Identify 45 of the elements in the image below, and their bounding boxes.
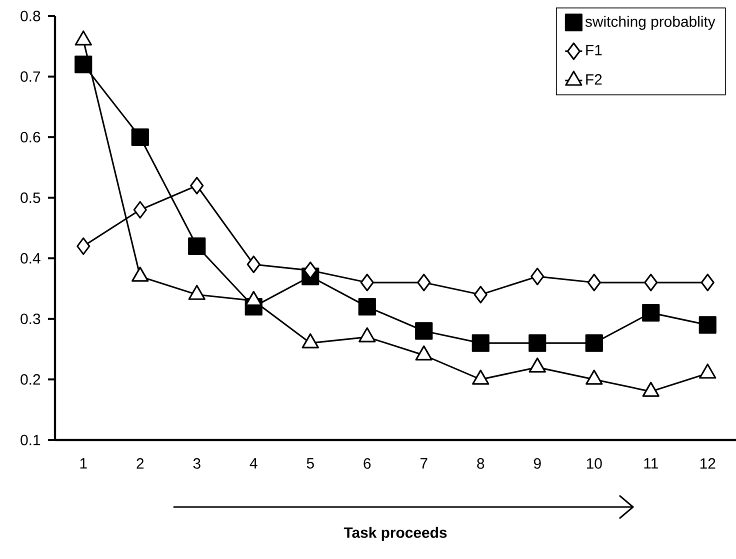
point [587, 274, 601, 292]
y-tick-label: 0.5 [20, 192, 40, 203]
point [131, 128, 149, 146]
point [472, 334, 490, 352]
x-tick-label: 1 [80, 458, 87, 468]
x-tick-label: 10 [586, 458, 602, 469]
point [358, 298, 376, 316]
point [698, 316, 716, 334]
point [644, 274, 658, 292]
x-tick-label: 11 [644, 458, 658, 468]
y-tick-label: 0.1 [20, 434, 40, 446]
point [74, 56, 92, 74]
point [190, 176, 204, 194]
x-tick-label: 2 [136, 458, 144, 469]
x-tick-label: 9 [534, 458, 541, 469]
y-tick-label: 0.2 [20, 374, 40, 385]
point [360, 274, 374, 292]
x-tick-label: 7 [420, 458, 428, 468]
point [585, 334, 603, 352]
y-tick-label: 0.4 [20, 252, 40, 264]
y-tick-label: 0.6 [20, 132, 40, 142]
x-tick-label: 3 [193, 458, 200, 469]
x-tick-label: 6 [364, 458, 371, 469]
x-axis-title: Task proceeds [344, 526, 447, 541]
point [474, 286, 488, 304]
point [415, 322, 433, 340]
point [76, 237, 90, 255]
x-tick-label: 8 [477, 458, 484, 469]
point [642, 304, 660, 322]
legend-label: switching probablity [585, 16, 716, 30]
legend-label: F2 [586, 74, 602, 85]
point [700, 274, 714, 292]
legend-label: F1 [586, 44, 602, 56]
point [528, 334, 546, 352]
x-tick-label: 12 [700, 458, 716, 469]
y-tick-label: 0.7 [20, 71, 40, 82]
point [133, 201, 147, 219]
point [417, 274, 431, 292]
point [188, 237, 206, 255]
x-tick-label: 4 [250, 458, 258, 468]
x-tick-label: 5 [306, 458, 314, 469]
point [246, 256, 260, 274]
y-tick-label: 0.3 [20, 314, 40, 324]
point [530, 268, 544, 286]
y-tick-label: 0.8 [20, 10, 40, 22]
